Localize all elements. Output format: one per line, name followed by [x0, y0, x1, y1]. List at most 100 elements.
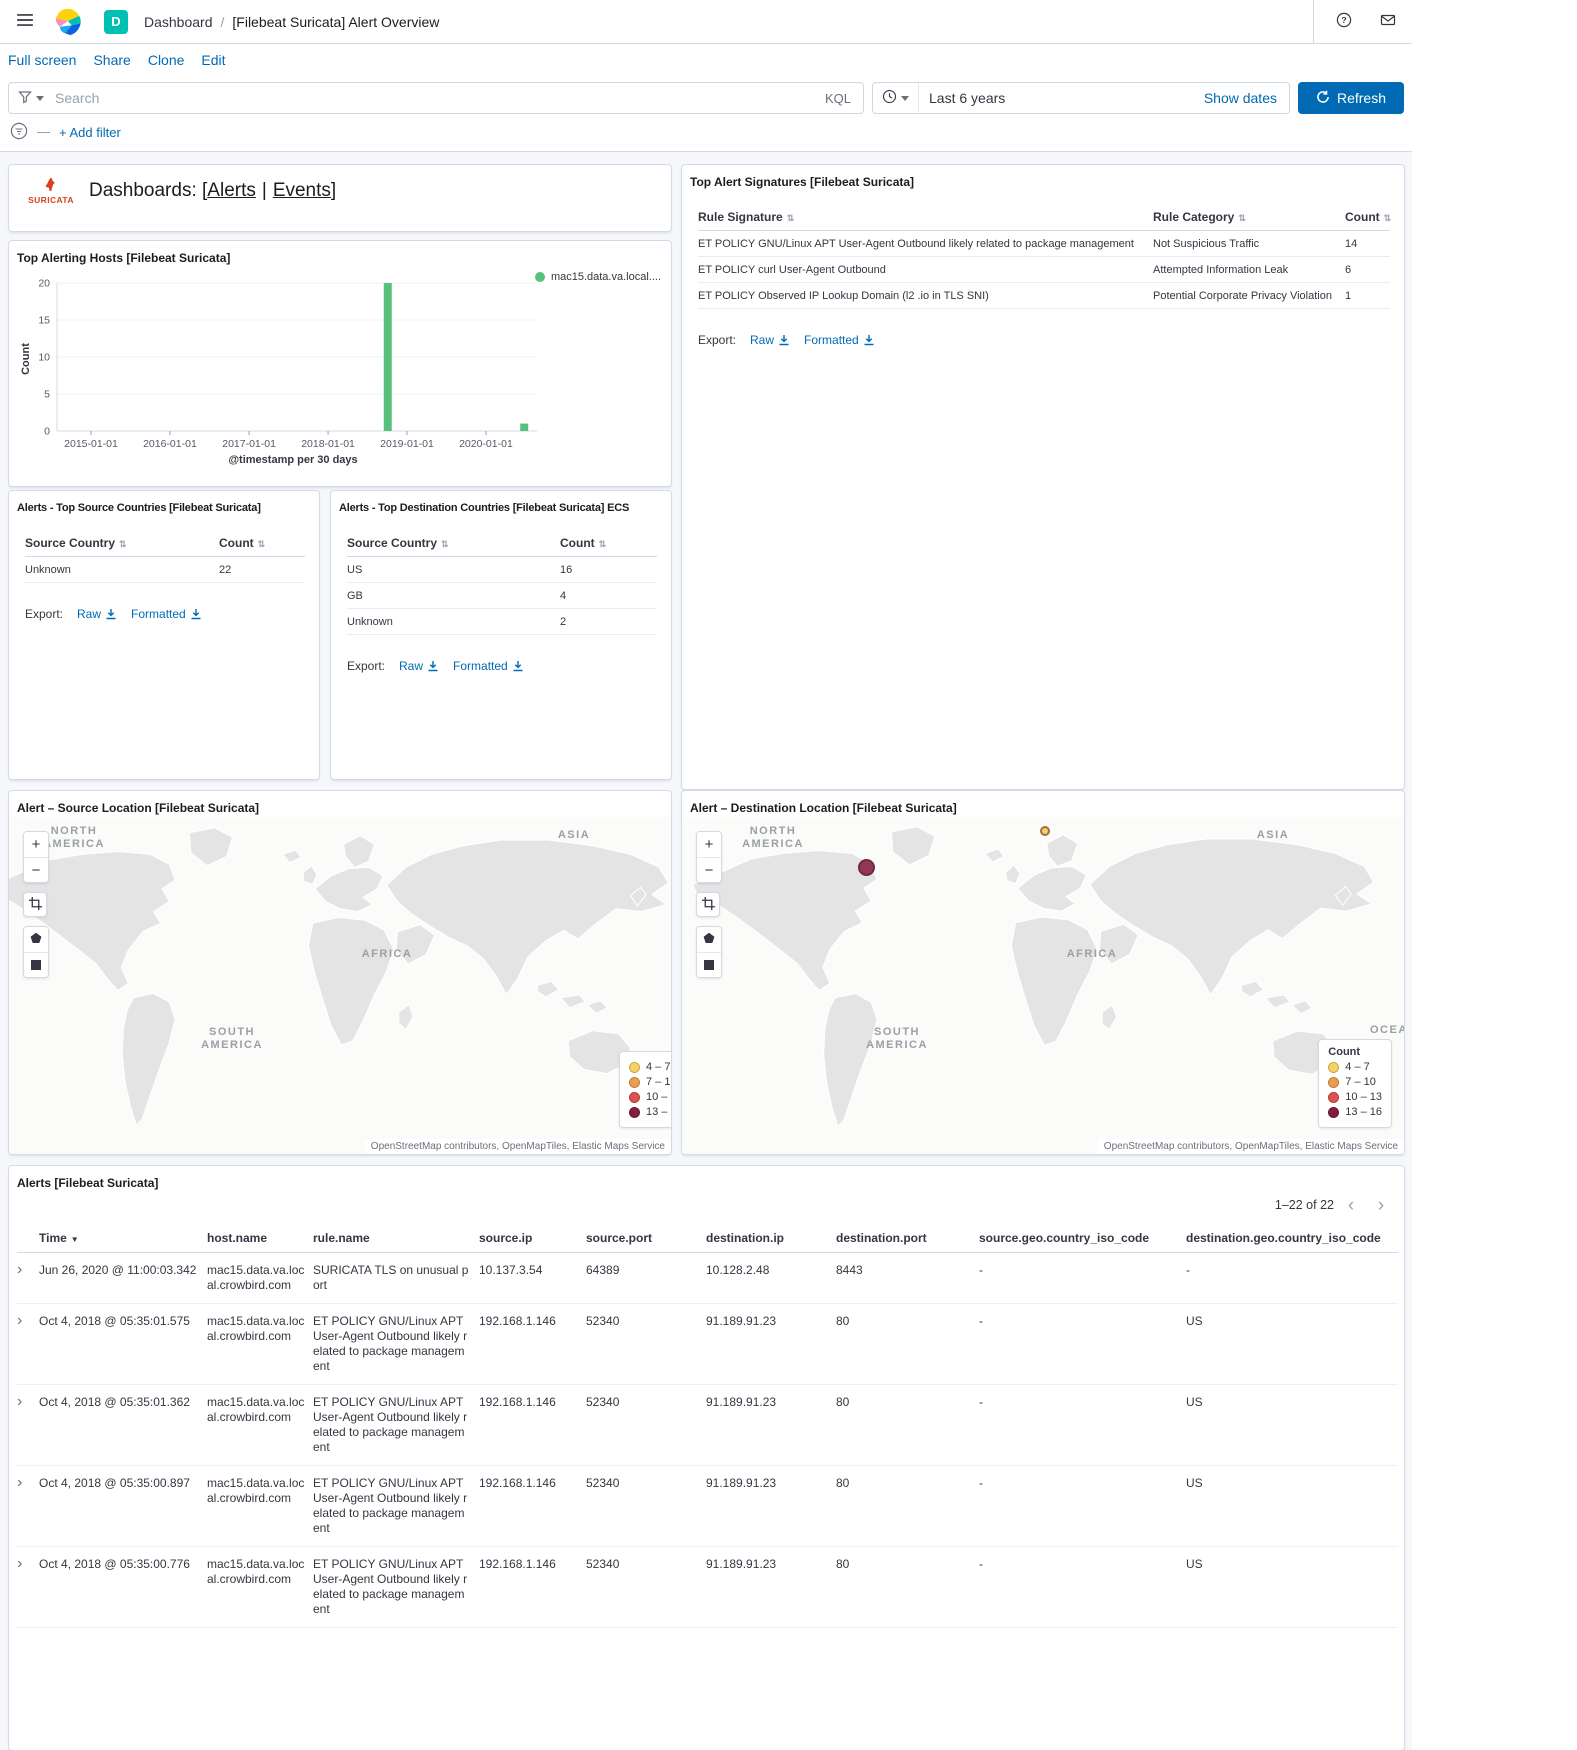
elastic-logo-icon[interactable] [52, 7, 82, 37]
column-header-host-name[interactable]: host.name [207, 1224, 313, 1253]
alerts-dashboard-link[interactable]: Alerts [207, 180, 256, 201]
next-page-button[interactable]: › [1368, 1192, 1394, 1218]
edit-button[interactable]: Edit [201, 52, 226, 68]
polygon-icon [30, 931, 42, 948]
map-zoom-out-button[interactable]: − [24, 857, 48, 882]
expand-row-button[interactable]: › [17, 1261, 23, 1278]
search-input[interactable] [53, 89, 813, 107]
query-bar: KQL Last 6 years Show dates Refresh [8, 82, 1404, 114]
column-header-source-geo[interactable]: source.geo.country_iso_code [979, 1224, 1186, 1253]
table-row: ET POLICY curl User-Agent Outbound Attem… [698, 256, 1390, 283]
clone-button[interactable]: Clone [147, 52, 185, 68]
full-screen-button[interactable]: Full screen [8, 52, 77, 68]
cell-destination-ip: 91.189.91.23 [706, 1303, 836, 1385]
svg-text:10: 10 [38, 352, 50, 364]
column-header-count[interactable]: Count ⇅ [1345, 204, 1392, 231]
previous-page-button[interactable]: ‹ [1338, 1192, 1364, 1218]
column-header-source-country[interactable]: Source Country ⇅ [25, 530, 219, 557]
export-formatted-link[interactable]: Formatted [131, 607, 202, 621]
cell-host-name: mac15.data.va.local.crowbird.com [207, 1546, 313, 1628]
sort-icon: ⇅ [1383, 213, 1392, 223]
cell-count: 1 [1345, 282, 1390, 309]
filter-options-button[interactable] [10, 122, 28, 143]
legend-dot [1328, 1061, 1340, 1073]
table-row: › Jun 26, 2020 @ 11:00:03.342 mac15.data… [17, 1252, 1398, 1304]
map-zoom-out-button[interactable]: − [697, 857, 721, 882]
column-header-destination-port[interactable]: destination.port [836, 1224, 979, 1253]
map-draw-rect-button[interactable] [697, 952, 721, 977]
menu-button[interactable] [12, 7, 38, 36]
cell-destination-port: 80 [836, 1465, 979, 1547]
show-dates-button[interactable]: Show dates [1203, 90, 1277, 106]
column-header-destination-geo[interactable]: destination.geo.country_iso_code [1186, 1224, 1398, 1253]
download-icon [106, 609, 116, 620]
saved-query-button[interactable] [9, 83, 53, 113]
expand-row-button[interactable]: › [17, 1555, 23, 1572]
source-map[interactable]: NORTH AMERICA ASIA AFRICA SOUTH AMERICA … [9, 817, 671, 1154]
cell-rule-name: ET POLICY GNU/Linux APT User-Agent Outbo… [313, 1546, 479, 1628]
svg-text:20: 20 [38, 278, 50, 290]
cell-destination-port: 80 [836, 1384, 979, 1466]
map-draw-polygon-button[interactable] [24, 927, 48, 952]
expand-row-button[interactable]: › [17, 1312, 23, 1329]
share-button[interactable]: Share [93, 52, 131, 68]
column-header-time[interactable]: Time ▼ [39, 1224, 207, 1253]
cell-source-ip: 192.168.1.146 [479, 1546, 586, 1628]
download-icon [864, 335, 874, 346]
column-header-rule-signature[interactable]: Rule Signature ⇅ [698, 204, 1153, 231]
map-zoom-in-button[interactable]: + [697, 832, 721, 857]
export-raw-link[interactable]: Raw [77, 607, 117, 621]
cell-host-name: mac15.data.va.local.crowbird.com [207, 1303, 313, 1385]
map-controls: + − [696, 831, 722, 987]
refresh-button[interactable]: Refresh [1298, 82, 1404, 114]
date-quick-select-button[interactable] [873, 83, 919, 113]
chart-legend[interactable]: mac15.data.va.local.... [534, 271, 661, 283]
export-formatted-link[interactable]: Formatted [804, 333, 875, 347]
column-header-rule-category[interactable]: Rule Category ⇅ [1153, 204, 1345, 231]
map-fit-bounds-button[interactable] [696, 892, 720, 917]
cell-destination-ip: 91.189.91.23 [706, 1546, 836, 1628]
map-draw-rect-button[interactable] [24, 952, 48, 977]
cell-source-geo: - [979, 1465, 1186, 1547]
expand-row-button[interactable]: › [17, 1393, 23, 1410]
newsfeed-button[interactable] [1376, 8, 1400, 35]
world-map [9, 817, 671, 1154]
table-row: ET POLICY GNU/Linux APT User-Agent Outbo… [698, 230, 1390, 257]
cell-count: 2 [560, 608, 657, 635]
map-zoom-in-button[interactable]: + [24, 832, 48, 857]
sort-icon: ⇅ [119, 539, 127, 549]
column-header-rule-name[interactable]: rule.name [313, 1224, 479, 1253]
sort-icon: ⇅ [786, 213, 795, 223]
expand-row-button[interactable]: › [17, 1474, 23, 1491]
markdown-content: SURICATA Dashboards: [Alerts | Events] [9, 165, 671, 217]
panel-title: Alert – Destination Location [Filebeat S… [690, 801, 957, 815]
breadcrumb-dashboard[interactable]: Dashboard [144, 13, 213, 30]
help-button[interactable]: ? [1332, 8, 1356, 35]
query-language-button[interactable]: KQL [824, 90, 851, 106]
column-header-source-ip[interactable]: source.ip [479, 1224, 586, 1253]
export-raw-link[interactable]: Raw [399, 659, 439, 673]
map-marker-large[interactable] [858, 859, 875, 876]
signatures-table: Rule Signature ⇅ Rule Category ⇅ Count ⇅ ET… [698, 204, 1392, 309]
panel-title: Alert – Source Location [Filebeat Surica… [17, 801, 260, 815]
events-dashboard-link[interactable]: Events [272, 180, 331, 201]
legend-dot [629, 1061, 640, 1073]
map-fit-bounds-button[interactable] [23, 892, 47, 917]
space-badge[interactable]: D [104, 9, 128, 34]
svg-text:?: ? [1341, 15, 1346, 25]
column-header-count[interactable]: Count ⇅ [219, 530, 305, 557]
download-icon [513, 661, 523, 672]
add-filter-button[interactable]: + Add filter [59, 125, 121, 140]
export-raw-link[interactable]: Raw [750, 333, 790, 347]
export-formatted-link[interactable]: Formatted [453, 659, 524, 673]
cell-source-port: 52340 [586, 1303, 706, 1385]
column-header-destination-ip[interactable]: destination.ip [706, 1224, 836, 1253]
column-header-count[interactable]: Count ⇅ [560, 530, 657, 557]
map-draw-polygon-button[interactable] [697, 927, 721, 952]
destination-map[interactable]: NORTH AMERICA ASIA AFRICA SOUTH AMERICA … [682, 817, 1404, 1154]
column-header-source-country[interactable]: Source Country ⇅ [347, 530, 560, 557]
cell-host-name: mac15.data.va.local.crowbird.com [207, 1465, 313, 1547]
map-marker-small[interactable] [1040, 826, 1050, 836]
column-header-source-port[interactable]: source.port [586, 1224, 706, 1253]
time-range-value[interactable]: Last 6 years [929, 90, 1006, 106]
